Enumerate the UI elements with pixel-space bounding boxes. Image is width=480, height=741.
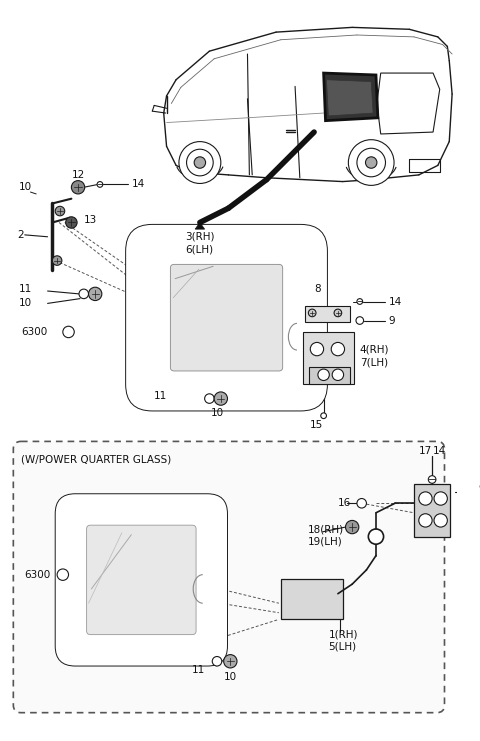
Text: 6300: 6300 [21, 327, 47, 337]
Circle shape [88, 288, 102, 301]
Text: 11: 11 [19, 284, 32, 294]
Text: 14: 14 [433, 446, 446, 456]
Circle shape [357, 499, 366, 508]
Polygon shape [324, 73, 378, 121]
Text: 12: 12 [72, 170, 84, 180]
Polygon shape [303, 332, 354, 385]
FancyBboxPatch shape [170, 265, 283, 371]
Text: 8: 8 [314, 284, 321, 294]
Circle shape [419, 514, 432, 527]
Circle shape [428, 476, 436, 483]
Text: 10: 10 [19, 299, 32, 308]
FancyBboxPatch shape [13, 442, 444, 713]
Circle shape [66, 217, 77, 228]
Text: 13: 13 [84, 215, 97, 225]
Text: 10: 10 [19, 182, 32, 192]
Circle shape [318, 369, 329, 380]
Circle shape [57, 569, 69, 580]
Circle shape [419, 492, 432, 505]
Circle shape [365, 157, 377, 168]
Text: 17: 17 [419, 446, 432, 456]
Circle shape [356, 316, 363, 325]
FancyBboxPatch shape [126, 225, 327, 411]
Polygon shape [326, 80, 373, 116]
Polygon shape [195, 222, 204, 229]
Circle shape [72, 181, 84, 194]
Circle shape [63, 326, 74, 338]
Text: 6300: 6300 [25, 570, 51, 579]
Circle shape [79, 289, 88, 299]
Circle shape [97, 182, 103, 187]
FancyBboxPatch shape [86, 525, 196, 634]
Circle shape [321, 413, 326, 419]
Circle shape [470, 486, 480, 497]
FancyBboxPatch shape [55, 494, 228, 666]
FancyBboxPatch shape [146, 245, 307, 390]
Circle shape [204, 393, 214, 403]
Circle shape [179, 142, 221, 184]
Text: 11: 11 [154, 391, 168, 401]
Circle shape [332, 369, 344, 380]
Circle shape [434, 514, 447, 527]
Circle shape [334, 309, 342, 316]
Text: 11: 11 [192, 665, 205, 675]
Circle shape [187, 149, 213, 176]
Polygon shape [377, 73, 440, 134]
Text: 7(LH): 7(LH) [360, 357, 388, 368]
FancyBboxPatch shape [132, 231, 321, 405]
Text: 5(LH): 5(LH) [328, 641, 357, 651]
Circle shape [331, 342, 345, 356]
Circle shape [357, 148, 385, 177]
Text: 1(RH): 1(RH) [328, 630, 358, 639]
Polygon shape [414, 484, 450, 536]
Circle shape [357, 299, 362, 305]
Text: 4(RH): 4(RH) [360, 344, 389, 354]
Text: 14: 14 [132, 179, 144, 190]
Text: (W/POWER QUARTER GLASS): (W/POWER QUARTER GLASS) [21, 455, 171, 465]
Circle shape [368, 529, 384, 544]
FancyBboxPatch shape [61, 499, 222, 660]
Text: 16: 16 [338, 498, 351, 508]
Circle shape [214, 392, 228, 405]
Circle shape [55, 206, 65, 216]
Polygon shape [281, 579, 343, 619]
Circle shape [434, 492, 447, 505]
Text: 14: 14 [388, 297, 402, 308]
Text: 9: 9 [388, 316, 395, 325]
Circle shape [224, 654, 237, 668]
Circle shape [346, 520, 359, 534]
FancyBboxPatch shape [139, 238, 314, 398]
Text: 15: 15 [309, 420, 323, 431]
Circle shape [194, 157, 205, 168]
Circle shape [310, 342, 324, 356]
Text: 18(RH): 18(RH) [307, 525, 344, 535]
Text: 19(LH): 19(LH) [307, 536, 342, 546]
Polygon shape [305, 306, 350, 322]
Text: 10: 10 [224, 671, 237, 682]
Text: 10: 10 [211, 408, 225, 418]
Circle shape [348, 140, 394, 185]
Text: 6(LH): 6(LH) [186, 244, 214, 254]
Text: 2: 2 [17, 230, 24, 240]
Polygon shape [309, 368, 350, 385]
Circle shape [212, 657, 222, 666]
Text: 3(RH): 3(RH) [186, 232, 215, 242]
Circle shape [308, 309, 316, 316]
FancyBboxPatch shape [68, 506, 215, 654]
Circle shape [52, 256, 62, 265]
Text: 9: 9 [479, 484, 480, 494]
